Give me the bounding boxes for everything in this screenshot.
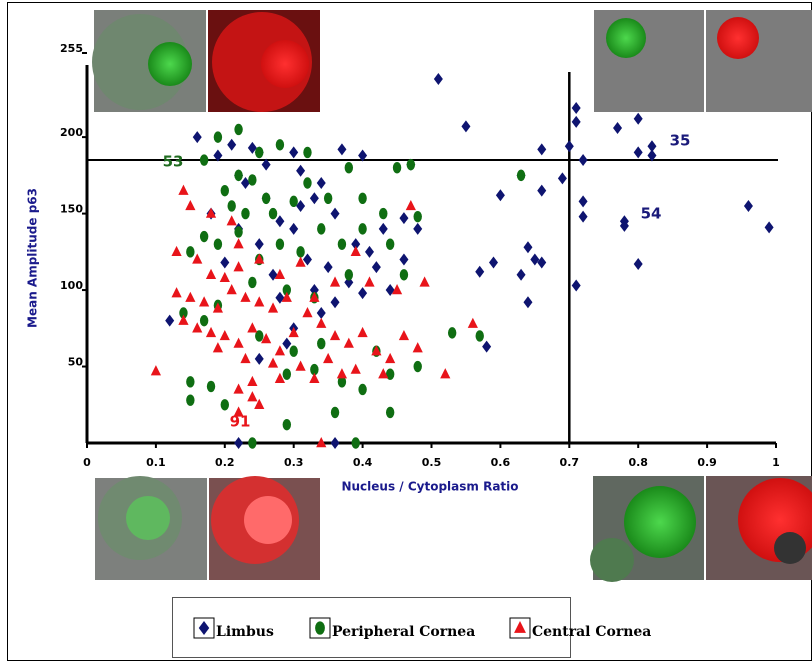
chart: Nucleus / Cytoplasm Ratio Mean Amplitude… — [0, 0, 812, 662]
x-tick-label: 0.6 — [491, 456, 511, 469]
point — [200, 315, 208, 326]
point — [186, 376, 194, 387]
y-axis-label: Mean Amplitude p63 — [26, 188, 40, 328]
point — [358, 223, 366, 234]
point — [345, 269, 353, 280]
point — [331, 407, 339, 418]
point — [517, 170, 525, 181]
point — [324, 193, 332, 204]
point — [214, 238, 222, 249]
point — [283, 368, 291, 379]
point — [448, 327, 456, 338]
point — [317, 223, 325, 234]
point — [221, 185, 229, 196]
legend-label: Peripheral Cornea — [332, 624, 475, 640]
point — [303, 147, 311, 158]
point — [290, 196, 298, 207]
point — [248, 437, 256, 448]
x-axis-label: Nucleus / Cytoplasm Ratio — [341, 480, 518, 494]
x-tick-label: 0.3 — [284, 456, 304, 469]
y-tick-label: 100 — [60, 279, 83, 292]
point — [248, 277, 256, 288]
point — [227, 200, 235, 211]
point — [345, 162, 353, 173]
point — [200, 231, 208, 242]
point — [262, 193, 270, 204]
legend-label: Central Cornea — [532, 624, 651, 640]
y-tick-label: 200 — [60, 126, 83, 139]
point — [276, 139, 284, 150]
point — [221, 399, 229, 410]
point — [386, 407, 394, 418]
point — [379, 208, 387, 219]
y-tick-label: 150 — [60, 203, 83, 216]
point — [386, 238, 394, 249]
legend-label: Limbus — [216, 624, 274, 640]
x-tick-label: 1 — [772, 456, 780, 469]
point — [255, 147, 263, 158]
point — [296, 246, 304, 257]
point — [352, 437, 360, 448]
point — [214, 131, 222, 142]
point — [317, 338, 325, 349]
x-tick-label: 0.2 — [215, 456, 235, 469]
point — [400, 269, 408, 280]
x-tick-label: 0.1 — [146, 456, 166, 469]
point — [303, 177, 311, 188]
point — [358, 384, 366, 395]
point — [276, 238, 284, 249]
point — [414, 211, 422, 222]
point — [358, 193, 366, 204]
x-tick-label: 0.9 — [697, 456, 717, 469]
point — [234, 170, 242, 181]
point — [207, 381, 215, 392]
x-tick-label: 0 — [83, 456, 91, 469]
point — [269, 208, 277, 219]
point — [186, 246, 194, 257]
y-tick-label: 50 — [68, 356, 84, 369]
annotation: 91 — [230, 413, 251, 431]
y-tick-label: 255 — [60, 42, 83, 55]
point — [414, 361, 422, 372]
point — [393, 162, 401, 173]
legend-marker — [315, 621, 325, 634]
point — [234, 226, 242, 237]
annotation: 35 — [670, 132, 691, 150]
point — [283, 419, 291, 430]
x-tick-label: 0.4 — [353, 456, 373, 469]
annotation: 54 — [641, 205, 662, 223]
x-tick-label: 0.5 — [422, 456, 442, 469]
point — [200, 154, 208, 165]
point — [290, 346, 298, 357]
annotation: 53 — [163, 153, 184, 171]
point — [248, 174, 256, 185]
x-tick-label: 0.8 — [628, 456, 648, 469]
point — [338, 238, 346, 249]
point — [186, 394, 194, 405]
point — [234, 124, 242, 135]
point — [241, 208, 249, 219]
x-tick-label: 0.7 — [560, 456, 580, 469]
point — [476, 330, 484, 341]
point — [407, 159, 415, 170]
